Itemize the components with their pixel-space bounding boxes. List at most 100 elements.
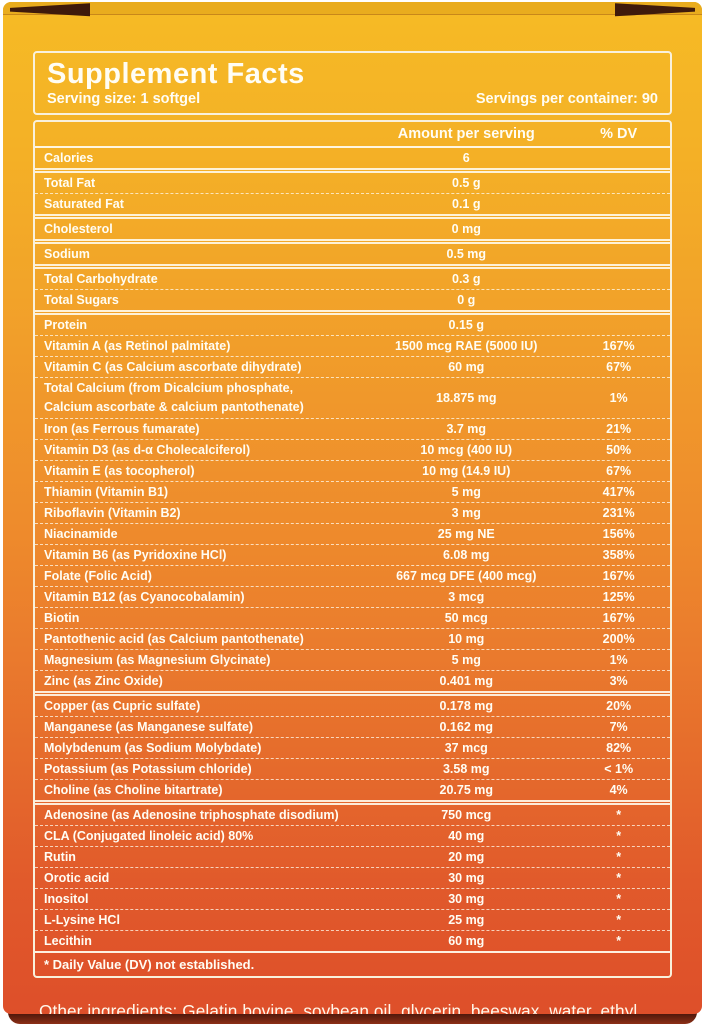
nutrient-amount: 60 mg [448, 934, 485, 948]
nutrient-name: Total Calcium (from Dicalcium phosphate,… [44, 381, 304, 414]
table-row: Orotic acid 30 mg * [35, 867, 670, 888]
table-row: Vitamin E (as tocopherol) 10 mg (14.9 IU)… [35, 460, 670, 481]
nutrient-amount: 30 mg [448, 892, 485, 906]
nutrient-amount: 667 mcg DFE (400 mcg) [396, 569, 537, 583]
table-row: Biotin 50 mcg 167% [35, 607, 670, 628]
nutrient-amount: 10 mg (14.9 IU) [422, 464, 511, 478]
nutrient-dv: 67% [606, 464, 632, 478]
table-row: Zinc (as Zinc Oxide) 0.401 mg 3% [35, 670, 670, 691]
page-title: Supplement Facts [47, 58, 305, 90]
nutrient-amount: 3 mg [451, 506, 481, 520]
nutrient-dv: 358% [602, 548, 635, 562]
table-row: Vitamin B12 (as Cyanocobalamin) 3 mcg 125% [35, 586, 670, 607]
nutrient-dv: 1% [609, 391, 628, 405]
nutrient-amount: 25 mg NE [437, 527, 495, 541]
nutrient-amount: 0.178 mg [439, 699, 494, 713]
table-row: Vitamin D3 (as d-α Cholecalciferol) 10 mc… [35, 439, 670, 460]
table-row: Lecithin 60 mg * [35, 930, 670, 951]
nutrient-amount: 1500 mcg RAE (5000 IU) [395, 339, 538, 353]
nutrient-name: Calories [44, 151, 94, 165]
nutrient-name: Saturated Fat [44, 197, 124, 211]
nutrient-name: Lecithin [44, 934, 92, 948]
table-row: Potassium (as Potassium chloride) 3.58 mg… [35, 758, 670, 779]
nutrient-dv: 1% [609, 653, 628, 667]
table-row: Vitamin A (as Retinol palmitate) 1500 mcg… [35, 335, 670, 356]
nutrient-dv: 156% [602, 527, 635, 541]
nutrient-amount: 3.7 mg [446, 422, 487, 436]
nutrient-dv: 3% [609, 674, 628, 688]
nutrient-name: Vitamin B6 (as Pyridoxine HCl) [44, 548, 227, 562]
nutrient-amount: 10 mcg (400 IU) [420, 443, 513, 457]
nutrient-dv: 21% [606, 422, 632, 436]
nutrient-dv: * [616, 913, 622, 927]
table-row: Total Carbohydrate 0.3 g [35, 264, 670, 289]
nutrient-dv: 50% [606, 443, 632, 457]
nutrient-amount: 0.162 mg [439, 720, 494, 734]
nutrient-amount: 6 [462, 151, 470, 165]
nutrient-amount: 25 mg [448, 913, 485, 927]
dv-footnote: * Daily Value (DV) not established. [35, 951, 670, 976]
nutrient-dv: 417% [602, 485, 635, 499]
nutrient-name: Choline (as Choline bitartrate) [44, 783, 223, 797]
nutrient-name: Niacinamide [44, 527, 118, 541]
nutrient-name: Biotin [44, 611, 80, 625]
table-row: Pantothenic acid (as Calcium pantothenat… [35, 628, 670, 649]
table-row: Manganese (as Manganese sulfate) 0.162 mg… [35, 716, 670, 737]
nutrient-amount: 0 mg [451, 222, 481, 236]
nutrient-amount: 37 mcg [444, 741, 488, 755]
serving-info-row: Serving size: 1 softgel Servings per con… [47, 91, 658, 107]
table-row: Iron (as Ferrous fumarate) 3.7 mg 21% [35, 418, 670, 439]
nutrient-amount: 40 mg [448, 829, 485, 843]
nutrient-name: Vitamin A (as Retinol palmitate) [44, 339, 231, 353]
nutrient-dv: * [616, 829, 622, 843]
table-row: Copper (as Cupric sulfate) 0.178 mg 20% [35, 691, 670, 716]
nutrient-amount: 0 g [457, 293, 476, 307]
table-row: Molybdenum (as Sodium Molybdate) 37 mcg 82… [35, 737, 670, 758]
table-row: Sodium 0.5 mg [35, 239, 670, 264]
nutrient-dv: * [616, 892, 622, 906]
nutrient-amount: 20 mg [448, 850, 485, 864]
nutrient-amount: 5 mg [451, 485, 481, 499]
table-row: Saturated Fat 0.1 g [35, 193, 670, 214]
nutrient-amount: 18.875 mg [436, 391, 497, 405]
nutrient-name: Rutin [44, 850, 76, 864]
table-row: Protein 0.15 g [35, 310, 670, 335]
nutrient-amount: 20.75 mg [439, 783, 494, 797]
nutrient-amount: 3 mcg [448, 590, 485, 604]
nutrient-name: Molybdenum (as Sodium Molybdate) [44, 741, 262, 755]
nutrient-name: Riboflavin (Vitamin B2) [44, 506, 181, 520]
nutrient-dv: * [616, 871, 622, 885]
serving-size-text: Serving size: 1 softgel [47, 91, 201, 107]
nutrient-name: Zinc (as Zinc Oxide) [44, 674, 163, 688]
nutrient-name: L-Lysine HCl [44, 913, 120, 927]
nutrient-amount: 750 mcg [441, 808, 492, 822]
table-header-row: Amount per serving % DV [35, 122, 670, 148]
other-ingredients-text: Other ingredients: Gelatin bovine, soybe… [33, 998, 672, 1014]
nutrient-amount: 60 mg [448, 360, 485, 374]
nutrient-dv: 7% [609, 720, 628, 734]
nutrient-name: Manganese (as Manganese sulfate) [44, 720, 254, 734]
nutrient-name: Vitamin B12 (as Cyanocobalamin) [44, 590, 245, 604]
nutrient-dv: * [616, 934, 622, 948]
nutrient-amount: 5 mg [451, 653, 481, 667]
nutrient-name: Vitamin E (as tocopherol) [44, 464, 195, 478]
nutrient-dv: 167% [602, 569, 635, 583]
nutrient-name: Adenosine (as Adenosine triphosphate dis… [44, 808, 339, 822]
nutrient-name: Magnesium (as Magnesium Glycinate) [44, 653, 271, 667]
nutrient-amount: 10 mg [448, 632, 485, 646]
nutrient-name: Sodium [44, 247, 90, 261]
nutrient-name: Protein [44, 318, 88, 332]
nutrient-name: Orotic acid [44, 871, 110, 885]
other-ingredients-line-1: Other ingredients: Gelatin bovine, soybe… [39, 1001, 638, 1014]
nutrient-dv: 82% [606, 741, 632, 755]
nutrient-amount: 0.5 mg [446, 247, 487, 261]
header-percent-dv: % DV [600, 126, 638, 142]
nutrient-name: Total Fat [44, 176, 96, 190]
nutrient-amount: 50 mcg [444, 611, 488, 625]
nutrient-name: Thiamin (Vitamin B1) [44, 485, 169, 499]
header-amount-per-serving: Amount per serving [397, 126, 535, 142]
nutrient-dv: < 1% [604, 762, 634, 776]
nutrient-name: Pantothenic acid (as Calcium pantothenat… [44, 632, 304, 646]
nutrient-amount: 0.3 g [452, 272, 481, 286]
nutrient-name: Vitamin C (as Calcium ascorbate dihydrat… [44, 360, 302, 374]
